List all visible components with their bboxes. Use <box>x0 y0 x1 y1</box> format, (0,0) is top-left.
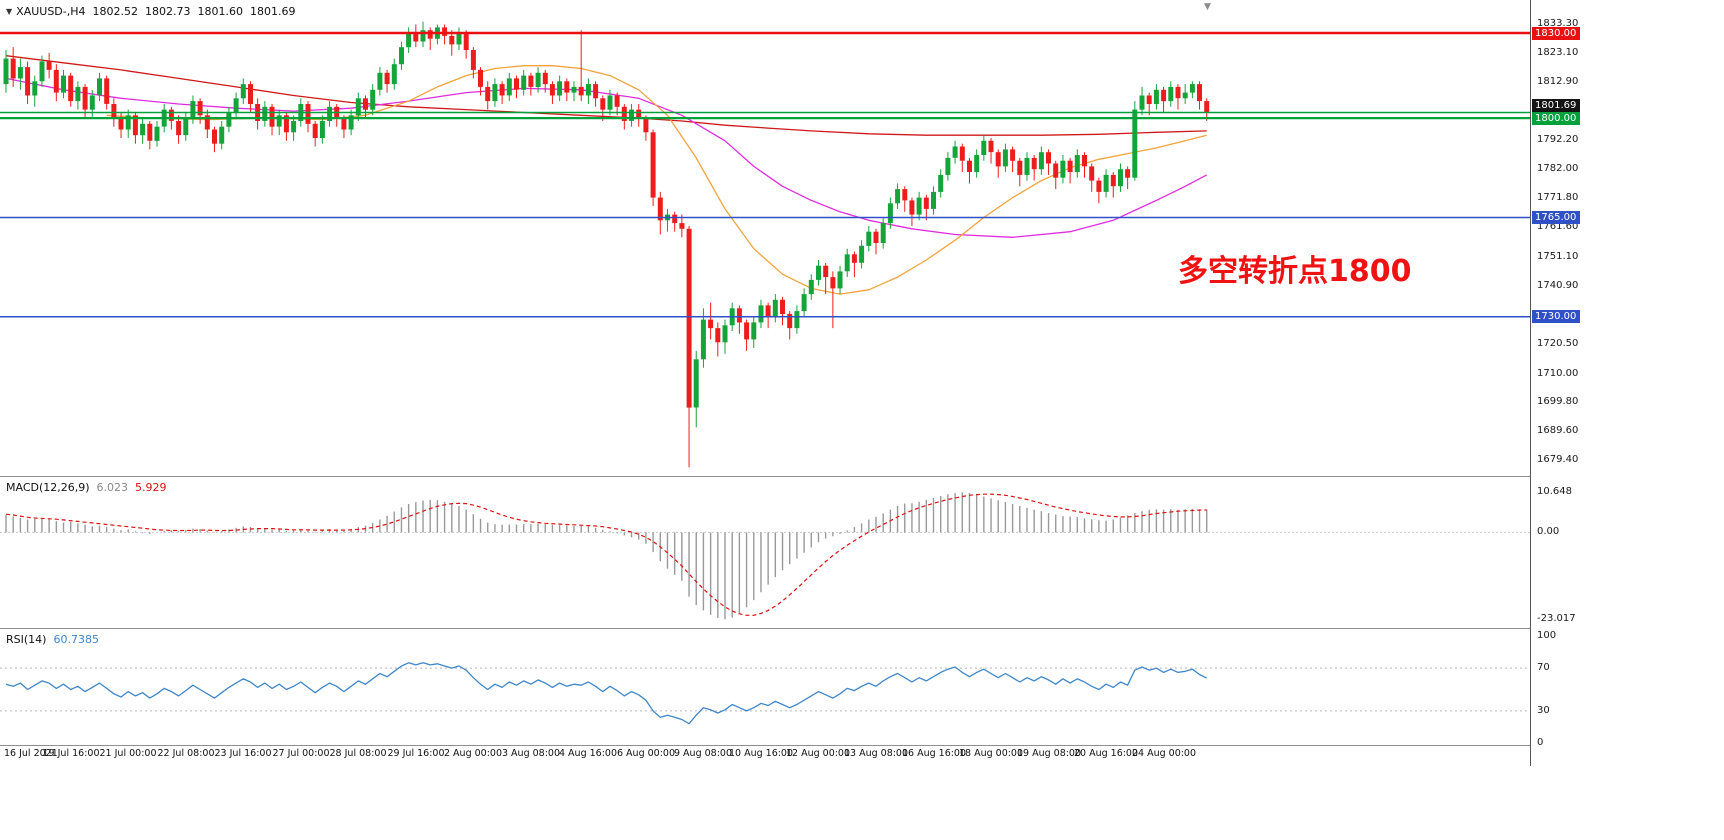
price-tick-label: 1823.10 <box>1537 47 1579 58</box>
panel-separator[interactable] <box>0 745 1531 746</box>
macd-main-value: 6.023 <box>96 481 129 494</box>
ohlc-high: 1802.73 <box>145 5 191 18</box>
price-tick-label: 1751.10 <box>1537 251 1579 262</box>
time-axis-label: 24 Aug 00:00 <box>1131 748 1197 759</box>
rsi-tick-label: 30 <box>1537 705 1550 716</box>
time-axis[interactable]: 16 Jul 2021 19 Jul 16:00 21 Jul 00:00 22 Ju… <box>0 747 1530 765</box>
macd-tick-label: 0.00 <box>1537 526 1560 537</box>
macd-tick-label: 10.648 <box>1537 486 1572 497</box>
rsi-tick-label: 100 <box>1537 630 1557 641</box>
macd-panel[interactable] <box>0 477 1530 628</box>
time-axis-label: 4 Aug 16:00 <box>558 748 618 759</box>
time-axis-label: 6 Aug 00:00 <box>616 748 676 759</box>
time-axis-label: 18 Aug 00:00 <box>958 748 1024 759</box>
time-axis-label: 20 Aug 16:00 <box>1073 748 1139 759</box>
time-axis-label: 28 Jul 08:00 <box>329 748 387 759</box>
ohlc-low: 1801.60 <box>197 5 244 18</box>
price-axis[interactable]: 1833.301823.101812.901802.701792.201782.… <box>1530 0 1724 766</box>
candlesticks <box>3 21 1210 468</box>
time-axis-label: 16 Aug 16:00 <box>901 748 967 759</box>
panel-separator[interactable] <box>0 628 1531 629</box>
price-level-badge: 1765.00 <box>1532 211 1580 224</box>
rsi-value: 60.7385 <box>53 633 99 646</box>
price-tick-label: 1689.60 <box>1537 425 1579 436</box>
time-axis-label: 19 Aug 08:00 <box>1016 748 1082 759</box>
price-tick-label: 1740.90 <box>1537 280 1579 291</box>
rsi-label: RSI(14) <box>6 633 47 646</box>
price-tick-label: 1710.00 <box>1537 368 1579 379</box>
chart-header: ▼ XAUUSD-,H4 1802.52 1802.73 1801.60 1801.69 <box>6 5 296 18</box>
rsi-indicator-label: RSI(14) 60.7385 <box>6 633 99 646</box>
price-level-badge: 1730.00 <box>1532 310 1580 323</box>
price-tick-label: 1782.00 <box>1537 163 1579 174</box>
price-tick-label: 1771.80 <box>1537 192 1579 203</box>
price-level-badge: 1801.69 <box>1532 99 1580 112</box>
price-chart-panel[interactable] <box>0 0 1530 476</box>
macd-tick-label: -23.017 <box>1537 613 1576 624</box>
panel-separator[interactable] <box>0 476 1531 477</box>
ohlc-close: 1801.69 <box>250 5 296 18</box>
time-axis-label: 3 Aug 08:00 <box>501 748 561 759</box>
macd-label: MACD(12,26,9) <box>6 481 90 494</box>
price-tick-label: 1761.60 <box>1537 221 1579 232</box>
time-axis-label: 12 Aug 00:00 <box>785 748 851 759</box>
rsi-panel[interactable] <box>0 629 1530 745</box>
macd-signal-value: 5.929 <box>135 481 167 494</box>
ohlc-open: 1802.52 <box>92 5 139 18</box>
chart-annotation-text: 多空转折点1800 <box>1178 254 1412 289</box>
time-axis-label: 23 Jul 16:00 <box>214 748 272 759</box>
time-axis-label: 22 Jul 08:00 <box>157 748 215 759</box>
price-level-badge: 1830.00 <box>1532 27 1580 40</box>
price-tick-label: 1679.40 <box>1537 454 1579 465</box>
time-axis-label: 13 Aug 08:00 <box>843 748 909 759</box>
price-tick-label: 1699.80 <box>1537 396 1579 407</box>
time-axis-label: 29 Jul 16:00 <box>387 748 445 759</box>
price-tick-label: 1833.30 <box>1537 18 1579 29</box>
macd-histogram <box>5 492 1208 620</box>
time-axis-label: 21 Jul 00:00 <box>99 748 157 759</box>
macd-signal-line <box>5 493 1207 616</box>
price-tick-label: 1812.90 <box>1537 76 1579 87</box>
symbol-dropdown-icon[interactable]: ▼ <box>6 7 13 16</box>
time-axis-label: 16 Jul 2021 <box>4 748 58 759</box>
price-tick-label: 1720.50 <box>1537 338 1579 349</box>
macd-indicator-label: MACD(12,26,9) 6.023 5.929 <box>6 481 167 494</box>
time-axis-label: 27 Jul 00:00 <box>272 748 330 759</box>
ma-fast-orange-line <box>106 65 1207 295</box>
price-level-badge: 1800.00 <box>1532 112 1580 125</box>
rsi-tick-label: 70 <box>1537 662 1550 673</box>
time-axis-label: 2 Aug 00:00 <box>443 748 503 759</box>
rsi-line <box>5 662 1207 725</box>
price-tick-label: 1792.20 <box>1537 134 1579 145</box>
time-axis-label: 10 Aug 16:00 <box>728 748 794 759</box>
rsi-tick-label: 0 <box>1537 737 1544 748</box>
time-axis-label: 9 Aug 08:00 <box>673 748 733 759</box>
time-axis-label: 19 Jul 16:00 <box>42 748 100 759</box>
symbol-timeframe-label: XAUUSD-,H4 <box>16 5 86 18</box>
chart-shift-marker-icon[interactable]: ▼ <box>1204 2 1211 12</box>
